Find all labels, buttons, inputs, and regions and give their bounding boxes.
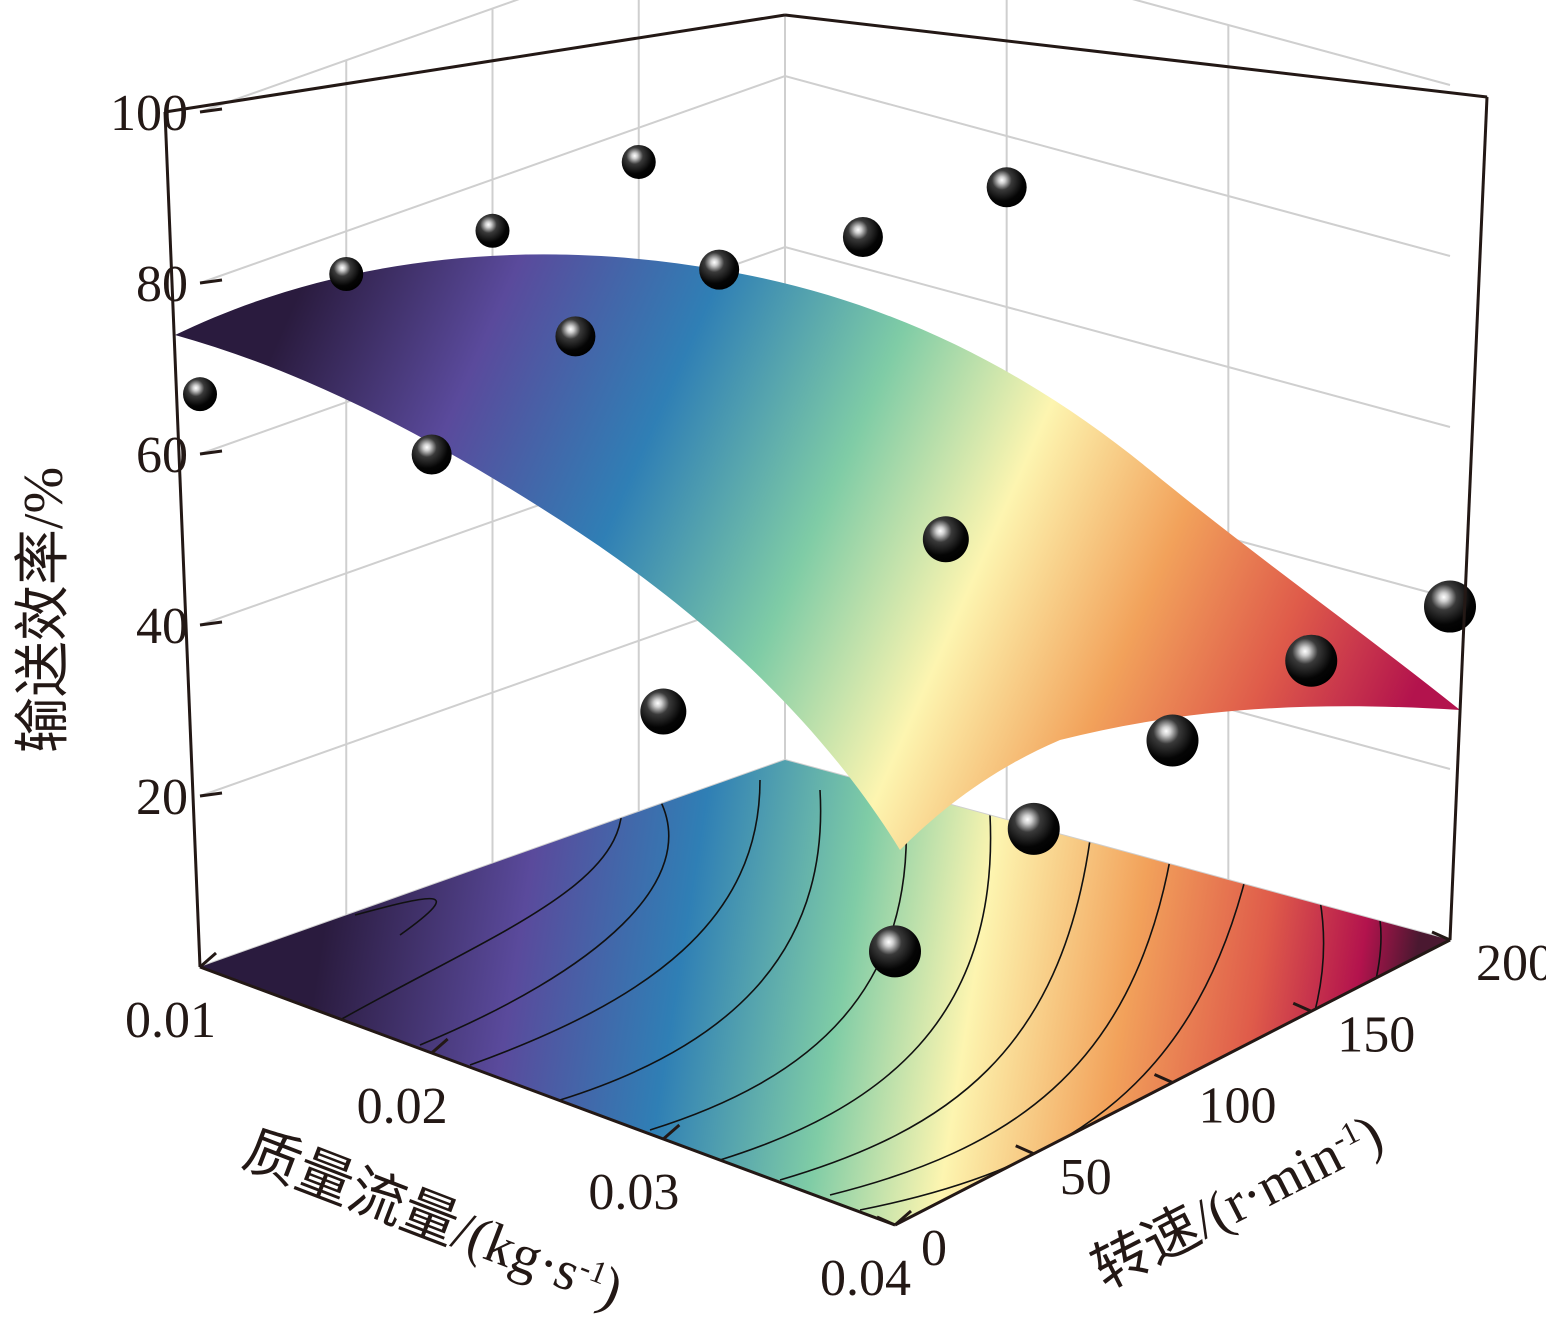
z-tick-mark <box>199 449 223 456</box>
x-axis-ticks: 0.01 0.02 0.03 0.04 <box>125 951 912 1307</box>
y-tick-label: 50 <box>1060 1149 1112 1206</box>
z-tick-mark <box>199 791 223 798</box>
y-tick-mark <box>1153 1073 1174 1084</box>
measured-point <box>699 249 740 290</box>
y-axis-title-main: 转速/(r·min <box>1083 1123 1352 1301</box>
z-tick-label: 20 <box>136 769 188 826</box>
measured-point <box>986 167 1027 208</box>
measured-point <box>1146 714 1199 767</box>
x-tick-label: 0.01 <box>125 992 216 1049</box>
z-tick-mark <box>199 278 223 285</box>
x-tick-mark <box>894 1209 912 1227</box>
x-tick-label: 0.02 <box>357 1078 448 1135</box>
x-axis-title: 质量流量/(kg·s-1) <box>235 1119 631 1320</box>
measured-point <box>621 144 656 179</box>
x-tick-label: 0.04 <box>820 1250 911 1307</box>
y-tick-label: 100 <box>1199 1078 1277 1135</box>
y-axis-ticks: 0 50 100 150 200 <box>876 930 1546 1277</box>
measured-point <box>640 688 687 735</box>
z-tick-label: 100 <box>110 85 188 142</box>
x-tick-label: 0.03 <box>588 1164 679 1221</box>
measured-point <box>555 316 596 357</box>
z-tick-mark <box>199 620 223 627</box>
measured-point <box>842 217 883 257</box>
z-tick-mark <box>199 107 223 114</box>
measured-point <box>1007 802 1060 855</box>
measured-point <box>475 213 510 248</box>
measured-point <box>183 377 217 412</box>
y-tick-label: 0 <box>921 1220 947 1277</box>
x-axis-title-main: 质量流量/(kg·s <box>235 1119 588 1304</box>
measured-point <box>329 257 364 291</box>
measured-point <box>1285 634 1338 687</box>
measured-point <box>1424 580 1476 633</box>
x-tick-mark <box>430 1037 449 1055</box>
wall-gridline-z <box>199 74 1451 284</box>
measured-point <box>869 925 921 978</box>
y-tick-mark <box>876 1215 896 1227</box>
y-tick-mark <box>1292 1001 1312 1013</box>
y-tick-label: 200 <box>1476 935 1546 992</box>
x-tick-mark <box>199 951 217 969</box>
x-tick-mark <box>662 1123 681 1141</box>
measured-point <box>411 434 452 475</box>
z-tick-label: 80 <box>136 256 188 313</box>
z-tick-label: 40 <box>136 598 188 655</box>
z-axis-ticks: 20 40 60 80 100 <box>110 85 223 826</box>
measured-points <box>183 144 1476 978</box>
y-tick-label: 150 <box>1337 1006 1415 1063</box>
measured-point <box>922 516 969 563</box>
y-tick-mark <box>1015 1144 1035 1156</box>
z-tick-label: 60 <box>136 427 188 484</box>
z-axis-title: 输送效率/% <box>13 467 75 753</box>
wall-gridline-z <box>199 0 1451 113</box>
y-tick-mark <box>1431 930 1451 942</box>
